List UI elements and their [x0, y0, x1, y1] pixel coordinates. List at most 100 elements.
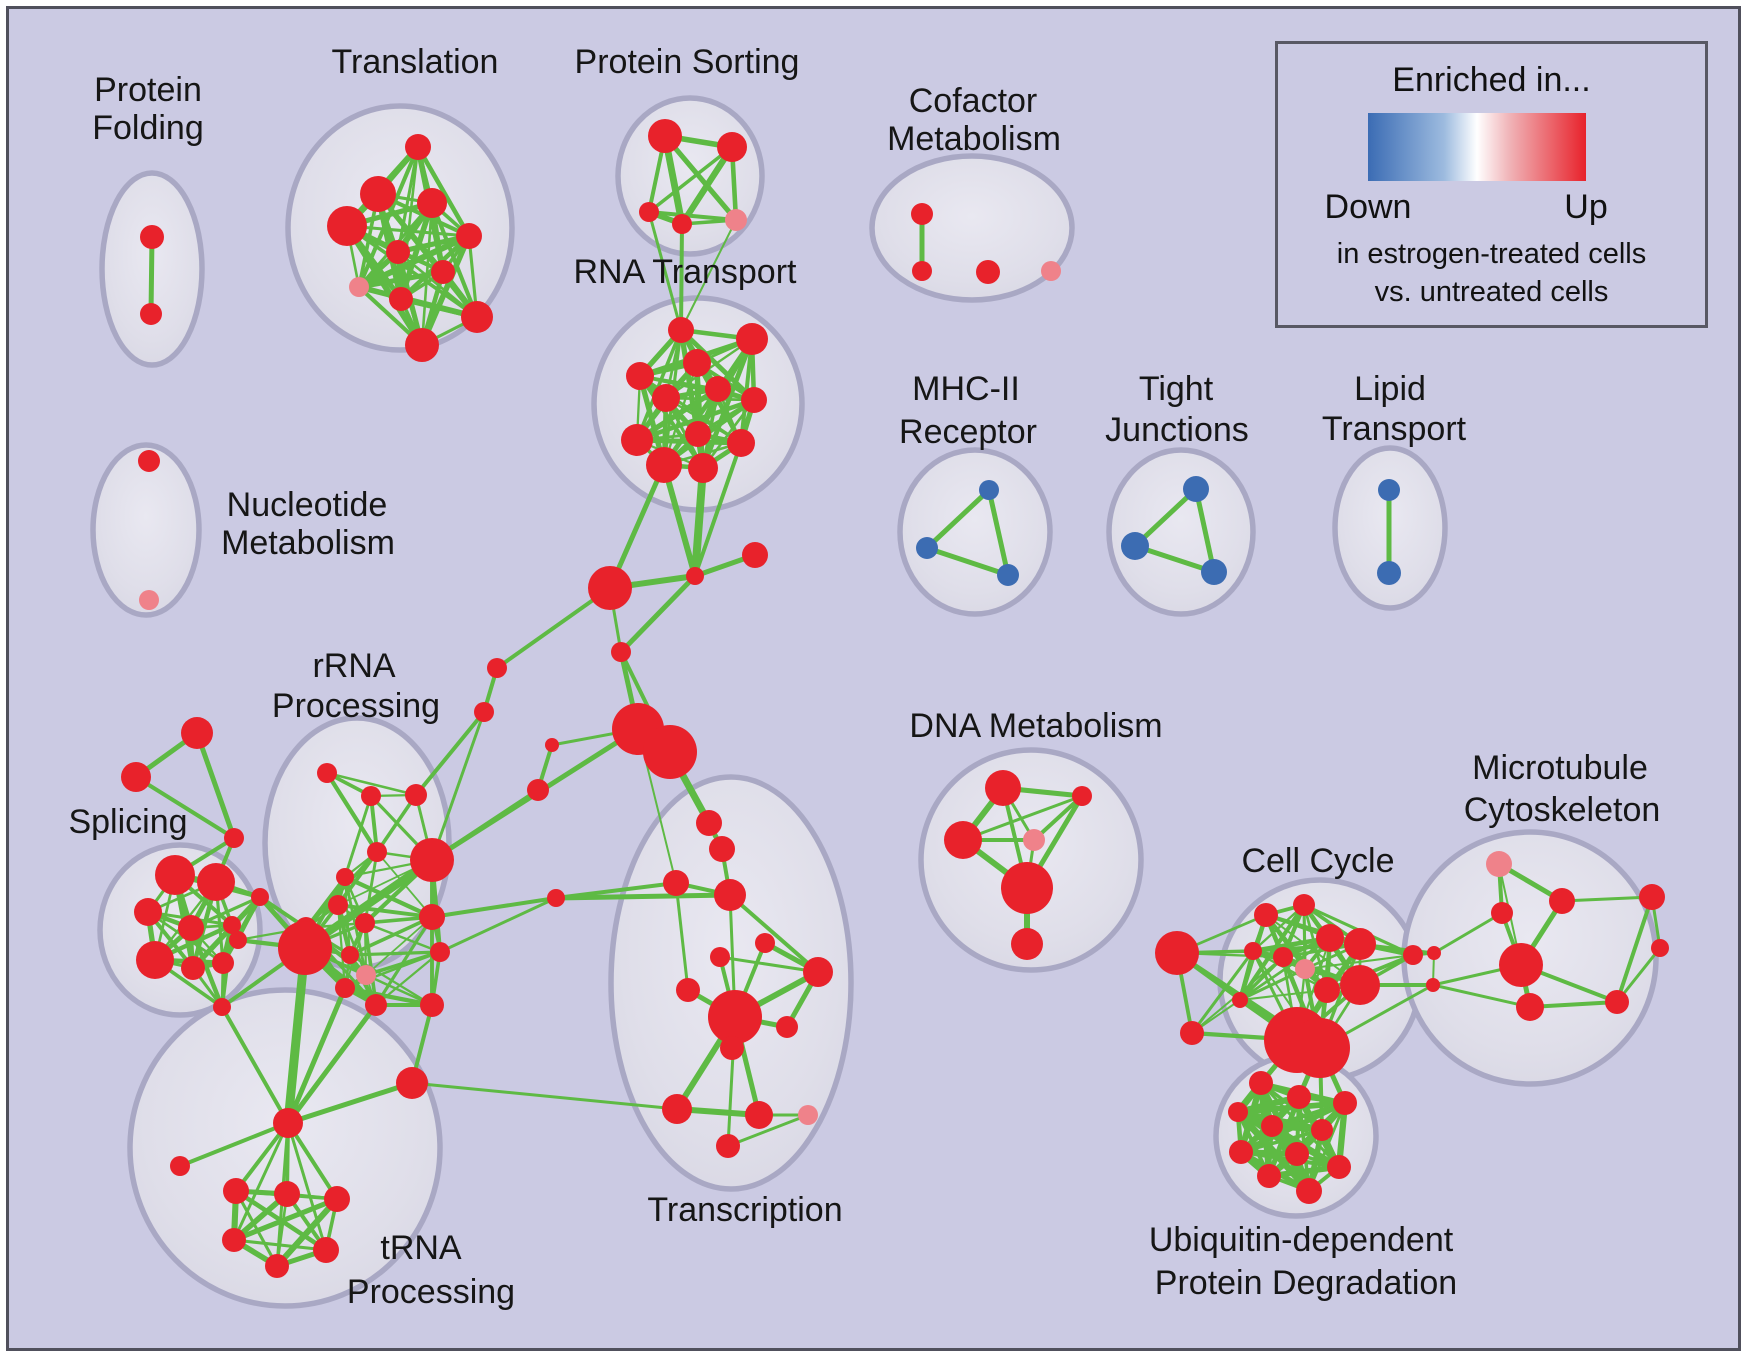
- node-splicing-2: [134, 898, 162, 926]
- edge: [1615, 895, 1654, 1004]
- edge: [924, 545, 1011, 578]
- node-cellcycle-7: [1316, 924, 1344, 952]
- node-microtubule-1: [1549, 888, 1575, 914]
- node-translation-8: [389, 287, 413, 311]
- node-trna-6: [313, 1237, 339, 1263]
- cluster-label-tight: Tight: [1139, 370, 1214, 408]
- edge: [134, 775, 236, 840]
- edge: [661, 462, 698, 579]
- edge: [718, 955, 820, 974]
- node-transcription-12: [745, 1101, 773, 1129]
- node-backbone-6: [545, 738, 559, 752]
- node-splicing-5: [136, 941, 174, 979]
- node-splicing-9: [251, 888, 269, 906]
- edge: [429, 200, 480, 320]
- cluster-label-ubiquitin: Ubiquitin-dependent: [1149, 1221, 1454, 1259]
- edge: [638, 374, 705, 470]
- cluster-label-nucleotide-line2: Metabolism: [221, 524, 395, 562]
- node-backbone-10: [474, 702, 494, 722]
- node-mhc-1: [916, 537, 938, 559]
- node-translation-1: [360, 176, 396, 212]
- node-cellcycle-0: [1155, 931, 1199, 975]
- node-rnaTransport-9: [727, 429, 755, 457]
- edge: [1251, 903, 1306, 953]
- node-tight-0: [1183, 476, 1209, 502]
- edge: [680, 219, 737, 331]
- node-rrna-4: [336, 868, 354, 886]
- node-cofactor-0: [911, 203, 933, 225]
- node-cellcycle-5: [1273, 947, 1293, 967]
- legend-box: Enriched in... Down Up in estrogen-treat…: [1275, 41, 1708, 328]
- node-cofactor-2: [976, 260, 1000, 284]
- node-rnaTransport-8: [685, 421, 711, 447]
- edge: [364, 973, 434, 1007]
- cluster-ellipse-proteinSorting: [615, 95, 765, 257]
- edge: [1239, 1128, 1324, 1154]
- node-rrna-13: [229, 931, 247, 949]
- edge: [178, 1121, 290, 1168]
- node-cellcycle-13: [1232, 992, 1248, 1008]
- edge: [1560, 895, 1654, 903]
- edge: [647, 210, 683, 332]
- node-splicing-8: [213, 998, 231, 1016]
- edge: [414, 710, 486, 797]
- edge: [365, 916, 433, 976]
- node-dna-1: [944, 821, 982, 859]
- node-rrna-12: [341, 946, 359, 964]
- cluster-label-cellcycle: Cell Cycle: [1241, 842, 1394, 880]
- node-ubiquitin-1: [1287, 1085, 1311, 1109]
- node-cellcycle-9: [1314, 977, 1340, 1003]
- edge: [363, 921, 442, 954]
- node-cellcycle-3: [1293, 894, 1315, 916]
- edge: [1190, 949, 1255, 1035]
- node-spliceSat-2: [224, 828, 244, 848]
- node-ubiquitin-7: [1285, 1142, 1309, 1166]
- edge: [693, 441, 743, 578]
- cluster-label-ubiquitin-line2: Protein Degradation: [1155, 1264, 1457, 1302]
- edge: [553, 892, 733, 901]
- edge: [148, 234, 155, 317]
- edge: [363, 921, 378, 1007]
- edge: [374, 950, 442, 1007]
- node-mhc-2: [997, 564, 1019, 586]
- node-proteinSorting-2: [639, 202, 659, 222]
- node-microtubule-7: [1605, 990, 1629, 1014]
- edge: [1528, 1000, 1619, 1009]
- edge: [700, 336, 755, 471]
- cluster-label-rnaTransport: RNA Transport: [574, 253, 798, 291]
- cluster-label-proteinFolding-line2: Folding: [92, 109, 204, 147]
- node-splicing-7: [212, 952, 234, 974]
- edge: [374, 915, 434, 1007]
- node-ubiquitin-0: [1249, 1071, 1273, 1095]
- node-ubiquitin-6: [1229, 1140, 1253, 1164]
- cluster-ellipse-tight: [1106, 447, 1256, 617]
- edge: [430, 896, 558, 919]
- edge: [324, 770, 380, 855]
- node-lipid-1: [1377, 561, 1401, 585]
- node-lipid-0: [1378, 479, 1400, 501]
- cluster-label-tight-line2: Junctions: [1105, 411, 1249, 449]
- edge: [220, 1005, 290, 1125]
- legend-up-label: Up: [1564, 188, 1608, 226]
- edge: [495, 586, 612, 670]
- node-trna-4: [324, 1186, 350, 1212]
- edge: [726, 1113, 810, 1148]
- node-splicing-3: [178, 915, 204, 941]
- cluster-label-transcription: Transcription: [647, 1191, 842, 1229]
- edge: [634, 397, 757, 443]
- node-tight-1: [1121, 532, 1149, 560]
- node-mhc-0: [979, 480, 999, 500]
- edge: [231, 1196, 340, 1243]
- node-translation-10: [405, 328, 439, 362]
- node-splicing-6: [181, 956, 205, 980]
- edge: [647, 145, 734, 214]
- node-cellcycle-6: [1295, 959, 1315, 979]
- legend-gradient-bar: [1368, 113, 1586, 181]
- node-rrna-14: [335, 978, 355, 998]
- node-rnaTransport-7: [621, 424, 653, 456]
- edge: [1432, 911, 1504, 955]
- edge: [415, 144, 472, 239]
- edge: [285, 985, 348, 1126]
- node-rnaTransport-1: [736, 323, 768, 355]
- edge: [1238, 936, 1332, 1002]
